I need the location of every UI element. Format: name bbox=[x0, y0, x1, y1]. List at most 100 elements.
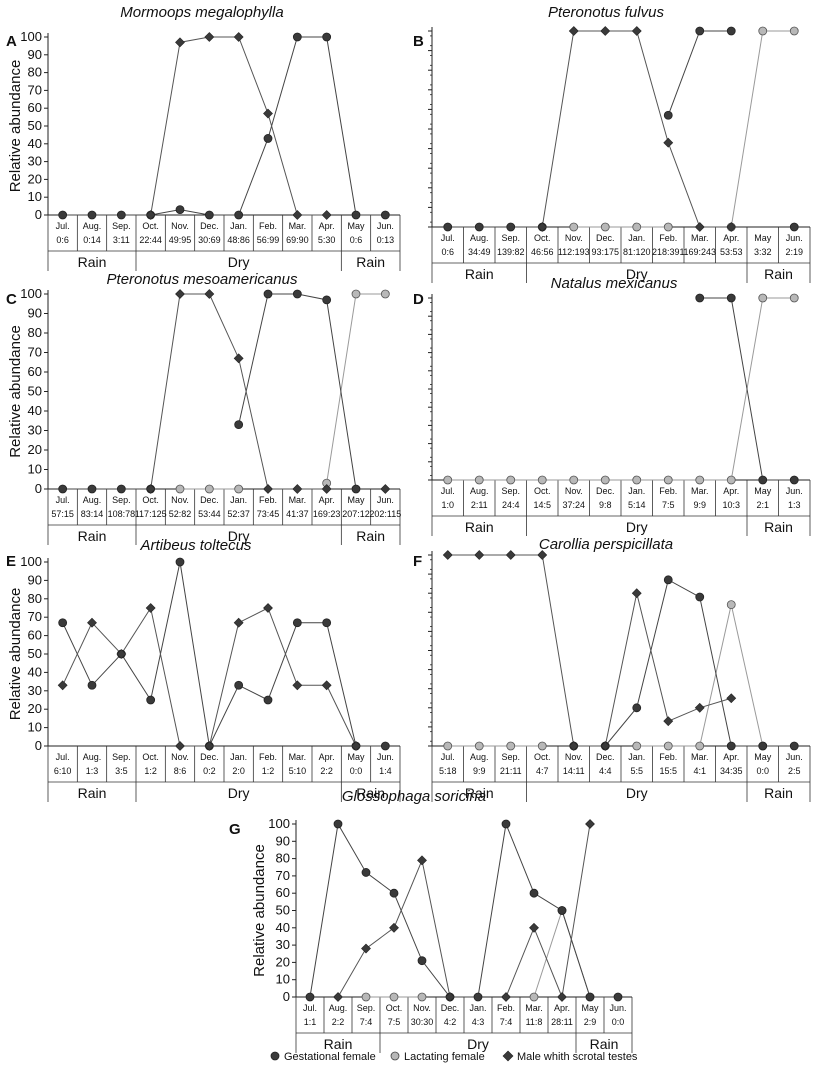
point-male bbox=[417, 855, 427, 866]
sample-size-label: 169:243 bbox=[683, 247, 716, 257]
y-tick-label: 40 bbox=[276, 920, 290, 935]
sample-size-label: 6:10 bbox=[54, 766, 72, 776]
x-tick-label: Feb. bbox=[259, 495, 277, 505]
point-male bbox=[233, 617, 244, 628]
panel-label: F bbox=[413, 553, 422, 570]
point-male bbox=[87, 617, 97, 628]
series-line-male bbox=[150, 293, 327, 490]
season-label: Dry bbox=[467, 1036, 489, 1052]
point-male bbox=[233, 32, 244, 42]
sample-size-label: 53:44 bbox=[198, 509, 221, 519]
sample-size-label: 5:5 bbox=[630, 766, 643, 776]
point-gestational bbox=[443, 222, 453, 232]
season-label: Rain bbox=[764, 519, 793, 535]
sample-size-label: 0:0 bbox=[756, 766, 769, 776]
sample-size-label: 5:30 bbox=[318, 235, 336, 245]
panels: Mormoops megalophylla A 0 10 20 30 40 50 60 70 80 9… bbox=[6, 4, 811, 1053]
x-tick-label: Sep. bbox=[112, 752, 131, 762]
y-tick-label: 80 bbox=[28, 65, 42, 80]
point-lactating bbox=[600, 222, 610, 232]
sample-size-label: 21:11 bbox=[500, 766, 522, 776]
legend: Gestational female Lactating female Male… bbox=[270, 1050, 638, 1063]
sample-size-label: 3:11 bbox=[113, 235, 130, 245]
series-line-gestational bbox=[667, 30, 732, 116]
point-gestational bbox=[557, 906, 567, 915]
sample-size-label: 112:193 bbox=[558, 247, 590, 257]
point-gestational bbox=[87, 484, 97, 494]
point-gestational bbox=[789, 222, 799, 232]
y-tick-label: 10 bbox=[28, 462, 42, 477]
point-gestational bbox=[380, 210, 390, 220]
x-tick-label: Jul. bbox=[56, 752, 70, 762]
point-male bbox=[726, 222, 737, 232]
x-tick-label: Dec. bbox=[596, 752, 615, 762]
sample-size-label: 1:0 bbox=[441, 500, 454, 510]
point-gestational bbox=[389, 888, 399, 898]
point-male bbox=[631, 588, 642, 599]
x-tick-label: Oct. bbox=[142, 221, 159, 231]
point-gestational bbox=[632, 703, 642, 713]
sample-size-label: 22:44 bbox=[139, 235, 162, 245]
point-lactating bbox=[380, 289, 390, 299]
x-tick-label: Oct. bbox=[386, 1003, 403, 1013]
season-label: Rain bbox=[356, 254, 385, 270]
sample-size-label: 4:1 bbox=[693, 766, 706, 776]
point-lactating bbox=[600, 475, 610, 485]
point-gestational bbox=[58, 618, 68, 628]
x-tick-label: Jun. bbox=[377, 752, 394, 762]
x-tick-label: Aug. bbox=[83, 495, 102, 505]
point-lactating bbox=[537, 741, 547, 751]
legend-lactating-label: Lactating female bbox=[404, 1051, 485, 1063]
panel-a: Mormoops megalophylla A 0 10 20 30 40 50 60 70 80 9… bbox=[6, 4, 401, 271]
x-tick-label: May bbox=[754, 752, 772, 762]
x-tick-label: Oct. bbox=[534, 752, 551, 762]
point-lactating bbox=[204, 484, 214, 494]
point-gestational bbox=[305, 992, 315, 1002]
y-tick-label: 20 bbox=[276, 954, 290, 969]
point-lactating bbox=[537, 475, 547, 485]
y-tick-label: 50 bbox=[276, 903, 290, 918]
point-male bbox=[175, 289, 185, 299]
y-tick-label: 30 bbox=[28, 154, 42, 169]
x-tick-label: Mar. bbox=[691, 486, 709, 496]
y-tick-label: 60 bbox=[28, 628, 42, 643]
point-male bbox=[389, 922, 399, 933]
point-gestational bbox=[529, 888, 539, 898]
sample-size-label: 0:14 bbox=[83, 235, 101, 245]
point-lactating bbox=[663, 475, 673, 485]
y-tick-label: 10 bbox=[276, 972, 290, 987]
point-lactating bbox=[758, 26, 768, 36]
x-tick-label: Jan. bbox=[230, 221, 247, 231]
sample-size-label: 7:5 bbox=[662, 500, 675, 510]
series-line-gestational bbox=[699, 297, 795, 481]
point-male bbox=[631, 26, 642, 36]
sample-size-label: 5:18 bbox=[439, 766, 457, 776]
y-tick-label: 60 bbox=[276, 885, 290, 900]
y-axis-label: Relative abundance bbox=[251, 844, 268, 977]
point-lactating bbox=[663, 741, 673, 751]
y-tick-label: 20 bbox=[28, 442, 42, 457]
y-tick-label: 100 bbox=[20, 29, 42, 44]
x-tick-label: Sep. bbox=[501, 233, 520, 243]
x-tick-label: Oct. bbox=[534, 486, 551, 496]
sample-size-label: 34:49 bbox=[468, 247, 491, 257]
point-male bbox=[537, 222, 548, 232]
x-tick-label: Mar. bbox=[289, 495, 307, 505]
point-male bbox=[116, 649, 127, 659]
point-male bbox=[501, 992, 511, 1002]
x-tick-label: Dec. bbox=[200, 752, 219, 762]
series-line-gestational bbox=[309, 822, 618, 998]
point-lactating bbox=[351, 289, 361, 299]
point-male bbox=[663, 716, 674, 727]
sample-size-label: 4:7 bbox=[536, 766, 549, 776]
x-tick-label: Jul. bbox=[441, 233, 455, 243]
panel-c: Pteronotus mesoamericanus C 0 10 20 30 40 50 60 7… bbox=[6, 271, 401, 545]
x-tick-label: Apr. bbox=[319, 495, 335, 505]
x-tick-label: May bbox=[581, 1003, 599, 1013]
point-gestational bbox=[380, 741, 390, 751]
point-gestational bbox=[116, 210, 126, 220]
point-gestational bbox=[758, 475, 768, 485]
season-label: Dry bbox=[228, 254, 250, 270]
x-tick-label: Feb. bbox=[659, 752, 677, 762]
